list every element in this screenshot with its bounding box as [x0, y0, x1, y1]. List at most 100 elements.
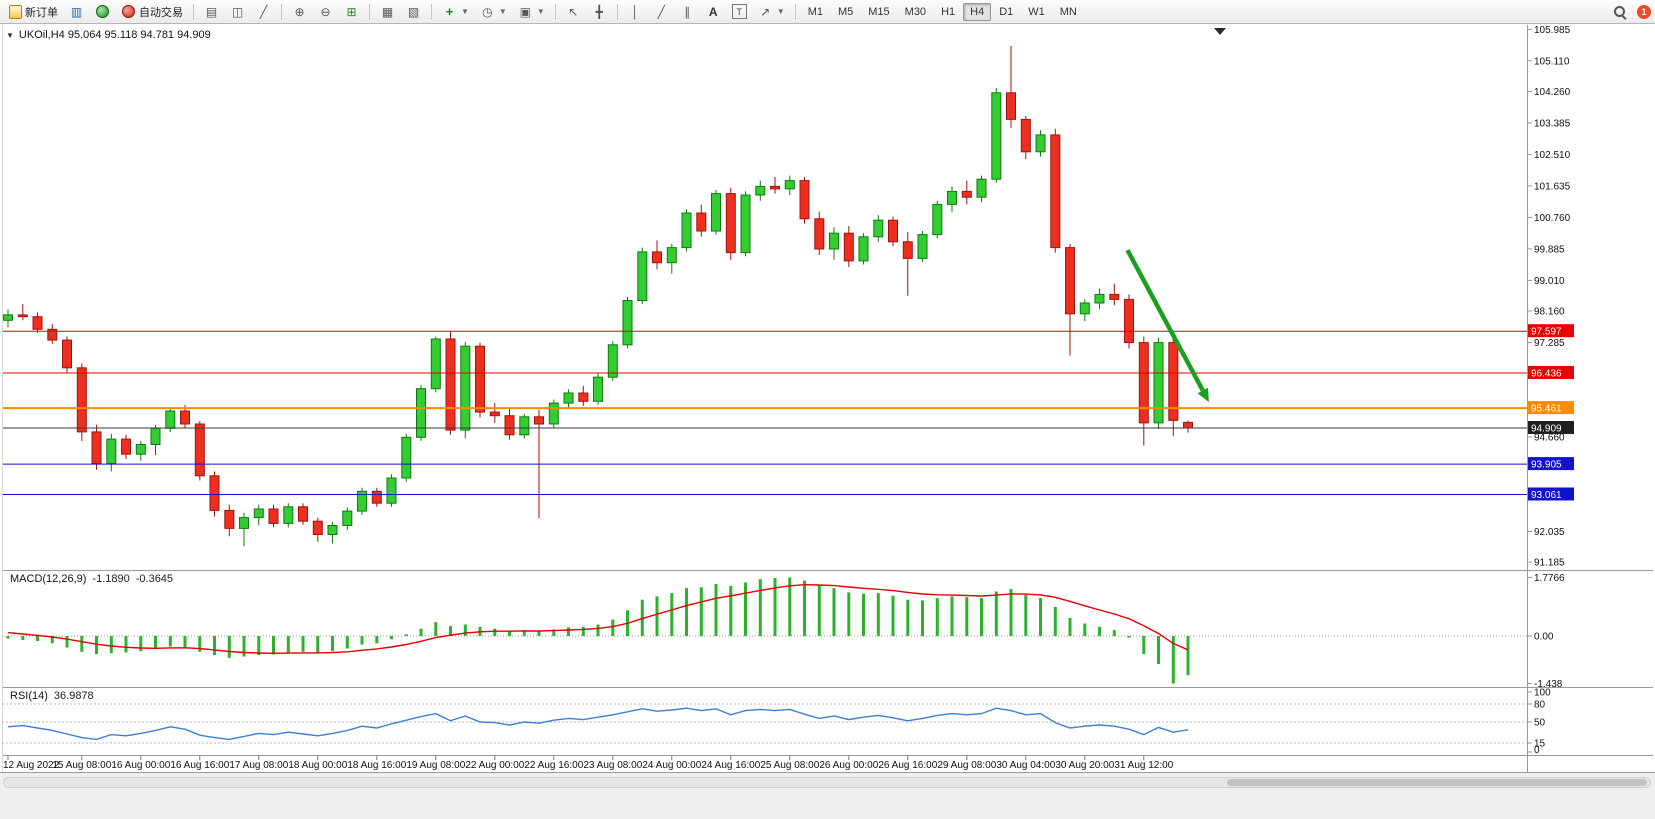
chart-title-text: UKOil,H4 95.064 95.118 94.781 94.909: [18, 29, 211, 41]
rsi-label: RSI(14) 36.9878: [8, 690, 96, 702]
crosshair-icon: ╋: [595, 4, 603, 19]
svg-text:19 Aug 08:00: 19 Aug 08:00: [406, 760, 465, 771]
line-chart-button[interactable]: ╱: [251, 2, 276, 22]
svg-text:18 Aug 00:00: 18 Aug 00:00: [288, 760, 347, 771]
auto-trading-button[interactable]: 自动交易: [116, 2, 188, 22]
svg-text:15: 15: [1534, 739, 1546, 750]
tile-windows-button[interactable]: ⊞: [339, 2, 364, 22]
bar-chart-icon: ▤: [205, 4, 218, 19]
vertical-line-icon: │: [631, 4, 640, 19]
search-button[interactable]: [1607, 2, 1632, 22]
svg-text:26 Aug 00:00: 26 Aug 00:00: [819, 760, 878, 771]
timeframe-M1[interactable]: M1: [801, 3, 830, 21]
cursor-icon: ↖: [568, 4, 579, 19]
toolbar-separator: [554, 3, 556, 20]
svg-text:16 Aug 16:00: 16 Aug 16:00: [170, 760, 229, 771]
price-axis: 105.985 105.110 104.260 103.385 102.510 101.6…: [1527, 25, 1571, 569]
trendline-icon: ╱: [657, 4, 665, 19]
auto-trading-icon: [121, 4, 136, 19]
svg-text:92.035: 92.035: [1534, 527, 1565, 538]
svg-text:30 Aug 20:00: 30 Aug 20:00: [1055, 760, 1114, 771]
timeframe-W1[interactable]: W1: [1021, 3, 1052, 21]
bottom-strip: [0, 772, 1655, 819]
timeframe-H1[interactable]: H1: [934, 3, 962, 21]
timeframe-D1[interactable]: D1: [992, 3, 1020, 21]
new-order-label: 新订单: [25, 6, 58, 19]
svg-text:97.285: 97.285: [1534, 338, 1565, 349]
zoom-in-icon: ⊕: [294, 4, 305, 19]
timeframe-M5[interactable]: M5: [831, 3, 860, 21]
svg-text:100.760: 100.760: [1534, 213, 1571, 224]
navigator-button[interactable]: [90, 2, 115, 22]
svg-text:95.461: 95.461: [1531, 404, 1562, 415]
vertical-line-button[interactable]: │: [623, 2, 648, 22]
navigator-icon: [95, 4, 110, 19]
main-toolbar: 新订单 ▥ 自动交易 ▤ ◫ ╱ ⊕ ⊖ ⊞ ▦ ▧ + ▼ ◷ ▼ ▣ ▼ ↖ ╋ …: [0, 0, 1655, 24]
price-levels-layer[interactable]: [2, 330, 1527, 495]
svg-text:100: 100: [1534, 688, 1551, 699]
svg-text:97.597: 97.597: [1531, 327, 1562, 338]
toolbar-separator: [281, 3, 282, 20]
svg-text:93.061: 93.061: [1531, 490, 1562, 501]
svg-text:0.00: 0.00: [1534, 632, 1554, 643]
svg-text:0: 0: [1534, 745, 1540, 756]
arrange-windows-button[interactable]: ▦: [375, 2, 400, 22]
timeframe-M15[interactable]: M15: [861, 3, 896, 21]
svg-text:105.985: 105.985: [1534, 25, 1571, 36]
svg-text:22 Aug 00:00: 22 Aug 00:00: [465, 760, 524, 771]
notification-badge[interactable]: 1: [1637, 4, 1651, 19]
trend-arrow-annotation[interactable]: [1125, 249, 1209, 402]
rsi-line: [7, 707, 1189, 741]
text-button[interactable]: A: [701, 2, 726, 22]
cascade-windows-button[interactable]: ▧: [401, 2, 426, 22]
scrollbar-thumb[interactable]: [1227, 779, 1647, 786]
periods-button[interactable]: ◷ ▼: [475, 2, 512, 22]
svg-text:17 Aug 08:00: 17 Aug 08:00: [229, 760, 288, 771]
market-watch-icon: ▥: [70, 4, 83, 19]
svg-text:29 Aug 08:00: 29 Aug 08:00: [937, 760, 996, 771]
arrow-shapes-button[interactable]: ↗ ▼: [753, 2, 790, 22]
zoom-in-button[interactable]: ⊕: [287, 2, 312, 22]
svg-text:50: 50: [1534, 718, 1546, 729]
svg-text:22 Aug 16:00: 22 Aug 16:00: [524, 760, 583, 771]
svg-text:16 Aug 00:00: 16 Aug 00:00: [111, 760, 170, 771]
svg-text:99.885: 99.885: [1534, 244, 1565, 255]
svg-text:80: 80: [1534, 700, 1546, 711]
macd-panel[interactable]: 1.7766 0.00 -1.438: [2, 573, 1565, 690]
one-click-trading-toggle[interactable]: ▼: [6, 30, 14, 40]
svg-text:101.635: 101.635: [1534, 181, 1571, 192]
channel-button[interactable]: ∥: [675, 2, 700, 22]
svg-text:105.110: 105.110: [1534, 56, 1570, 67]
trendline-button[interactable]: ╱: [649, 2, 674, 22]
candlestick-chart-icon: ◫: [231, 4, 244, 19]
cascade-windows-icon: ▧: [407, 4, 420, 19]
chart-shift-marker[interactable]: [1214, 28, 1226, 35]
candles-layer[interactable]: [3, 46, 1193, 547]
zoom-out-button[interactable]: ⊖: [313, 2, 338, 22]
toolbar-separator: [431, 3, 432, 20]
cursor-button[interactable]: ↖: [561, 2, 586, 22]
svg-text:1.7766: 1.7766: [1534, 573, 1565, 584]
svg-text:94.909: 94.909: [1531, 424, 1562, 435]
timeframe-M30[interactable]: M30: [898, 3, 933, 21]
add-indicator-button[interactable]: + ▼: [437, 2, 474, 22]
timeframe-MN[interactable]: MN: [1053, 3, 1084, 21]
arrange-windows-icon: ▦: [381, 4, 394, 19]
templates-button[interactable]: ▣ ▼: [513, 2, 550, 22]
new-order-button[interactable]: 新订单: [4, 2, 63, 22]
market-watch-button[interactable]: ▥: [64, 2, 89, 22]
horizontal-scrollbar[interactable]: [3, 777, 1651, 788]
chart-canvas[interactable]: 105.985 105.110 104.260 103.385 102.510 101.6…: [0, 0, 1655, 772]
macd-signal-line: [7, 583, 1189, 655]
chevron-down-icon: ▼: [536, 7, 545, 16]
add-indicator-icon: +: [445, 4, 454, 19]
candlestick-chart-button[interactable]: ◫: [225, 2, 250, 22]
toolbar-separator: [616, 3, 618, 20]
svg-text:18 Aug 16:00: 18 Aug 16:00: [347, 760, 406, 771]
timeframe-H4[interactable]: H4: [963, 2, 992, 21]
bar-chart-button[interactable]: ▤: [199, 2, 224, 22]
chevron-down-icon: ▼: [498, 7, 507, 16]
crosshair-button[interactable]: ╋: [587, 2, 612, 22]
text-label-button[interactable]: T: [727, 2, 752, 22]
